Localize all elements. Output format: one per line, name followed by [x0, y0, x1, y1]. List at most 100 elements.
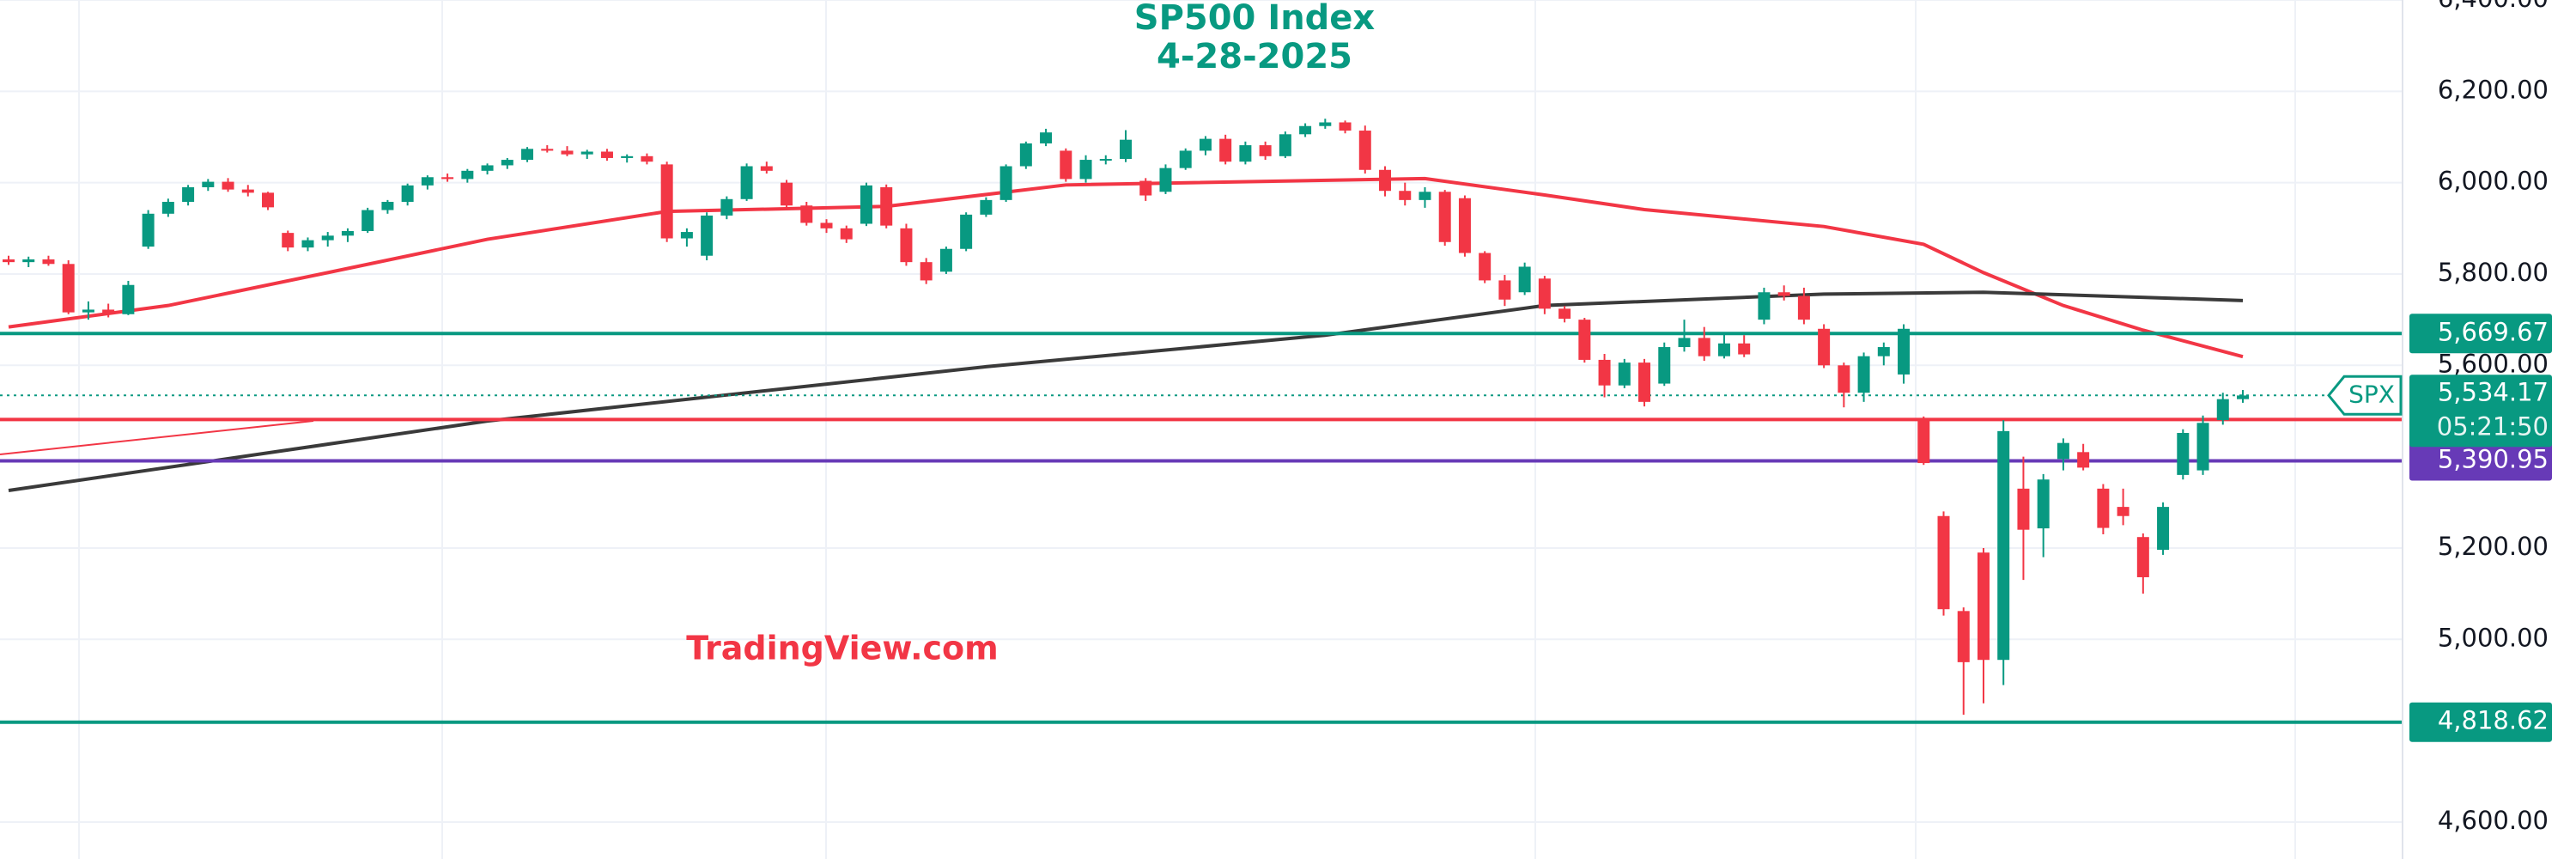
candle-body — [22, 259, 35, 263]
candle-body — [1019, 143, 1032, 167]
level-label-bg — [2409, 441, 2552, 481]
candle-body — [580, 151, 593, 155]
candle-body — [641, 155, 653, 162]
candle-body — [740, 166, 753, 199]
candle-body — [361, 210, 374, 232]
candle-body — [920, 262, 933, 281]
candle-body — [161, 201, 174, 214]
candle-body — [860, 185, 872, 224]
y-tick-label: 6,000.00 — [2438, 167, 2549, 196]
candle-body — [2017, 488, 2030, 530]
candle-body — [1957, 611, 1970, 662]
candle-body — [62, 264, 75, 313]
candle-body — [241, 189, 254, 193]
candle-body — [1040, 132, 1053, 143]
candle-body — [760, 166, 773, 171]
moving-average — [8, 290, 2244, 492]
candle-body — [1279, 134, 1291, 156]
candle-body — [1299, 125, 1312, 135]
candle-body — [1638, 362, 1651, 402]
candle-body — [1339, 122, 1352, 131]
candle-body — [441, 177, 454, 180]
candle-body — [1558, 308, 1571, 320]
y-tick-label: 4,600.00 — [2438, 806, 2549, 835]
candle-body — [1658, 347, 1671, 384]
trend-line — [0, 420, 314, 455]
candle-body — [1997, 430, 2010, 661]
candle-body — [1758, 292, 1771, 320]
candle-body — [900, 228, 913, 263]
candle-body — [800, 205, 813, 223]
level-label-bg — [2409, 702, 2552, 742]
candle-body — [1518, 266, 1531, 293]
candle-body — [2077, 452, 2090, 468]
candle-body — [2157, 507, 2170, 551]
chart-title: SP500 Index — [1134, 0, 1376, 38]
candle-body — [820, 222, 833, 228]
moving-average — [8, 176, 2244, 359]
candle-body — [1838, 365, 1850, 393]
level-label: 5,390.95 — [2438, 444, 2549, 473]
candle-body — [621, 155, 634, 158]
candle-body — [1917, 420, 1930, 464]
candle-body — [1717, 343, 1730, 356]
candle-body — [600, 151, 613, 158]
candle-body — [262, 192, 275, 208]
candle-body — [321, 235, 334, 241]
candle-body — [1877, 347, 1890, 356]
candle-body — [1179, 150, 1192, 168]
candle-body — [2037, 479, 2050, 529]
y-tick-label: 5,200.00 — [2438, 532, 2549, 561]
candle-body — [701, 215, 714, 256]
candle-body — [1898, 328, 1911, 375]
candle-body — [401, 185, 414, 202]
candle-body — [1479, 253, 1492, 281]
candle-body — [381, 201, 394, 210]
candle-body — [781, 182, 793, 206]
candle-body — [42, 259, 55, 265]
candle-body — [222, 181, 234, 190]
candle-body — [980, 199, 993, 215]
candle-body — [1538, 278, 1551, 309]
level-label: 4,818.62 — [2438, 706, 2549, 735]
candle-body — [1139, 180, 1152, 196]
candle-body — [2196, 423, 2209, 471]
candle-body — [521, 149, 534, 161]
candle-body — [1060, 150, 1072, 180]
candle-body — [1399, 191, 1412, 200]
candle-body — [461, 170, 474, 180]
symbol-label: SPX — [2348, 380, 2395, 408]
candle-body — [1199, 138, 1212, 151]
candle-body — [1079, 160, 1092, 180]
candle-body — [2097, 488, 2110, 528]
candle-body — [1259, 145, 1272, 156]
candle-body — [421, 177, 434, 186]
candle-body — [1379, 169, 1392, 192]
candle-body — [1319, 122, 1332, 126]
watermark: TradingView.com — [686, 630, 999, 667]
candle-body — [1498, 280, 1511, 300]
chart-subtitle: 4-28-2025 — [1157, 37, 1352, 76]
candle-body — [1598, 359, 1611, 386]
candle-body — [1239, 145, 1252, 162]
candle-body — [1818, 328, 1831, 366]
y-tick-label: 6,400.00 — [2438, 0, 2549, 13]
candle-body — [1419, 192, 1431, 200]
level-label-bg — [2409, 314, 2552, 354]
candle-body — [1618, 362, 1631, 386]
y-tick-label: 5,800.00 — [2438, 258, 2549, 287]
candle-body — [660, 164, 673, 239]
candle-body — [282, 233, 295, 248]
candle-body — [1977, 552, 1990, 661]
candle-body — [1797, 295, 1810, 320]
y-tick-label: 5,600.00 — [2438, 349, 2549, 378]
candle-body — [2136, 537, 2149, 577]
candle-body — [2117, 507, 2129, 516]
candle-body — [840, 228, 853, 240]
candle-body — [301, 240, 314, 248]
candle-body — [142, 213, 155, 247]
candle-body — [1458, 198, 1471, 253]
candle-body — [1777, 292, 1790, 296]
candle-body — [1099, 159, 1112, 161]
